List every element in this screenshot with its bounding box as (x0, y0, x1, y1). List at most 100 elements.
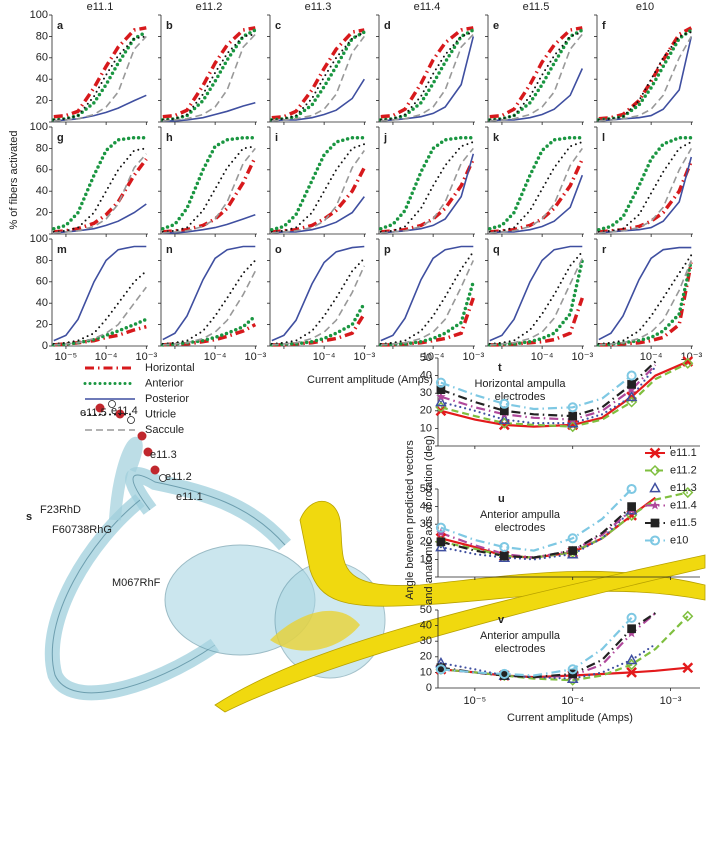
y-tick-label: 20 (36, 95, 48, 107)
y-tick-label: 20 (36, 207, 48, 219)
legend-label: e11.1 (670, 447, 697, 459)
series-line (598, 36, 693, 122)
series-line (598, 260, 693, 346)
marker (499, 398, 510, 409)
series-line (52, 30, 149, 122)
marker (567, 402, 578, 413)
series-line (380, 26, 474, 119)
column-title: e10 (636, 1, 654, 13)
canal-outline (132, 474, 286, 546)
series-line (271, 265, 366, 346)
series-line (598, 148, 692, 234)
column-title: e11.2 (196, 1, 223, 13)
column-title: e11.1 (87, 1, 114, 13)
series-line (380, 147, 474, 234)
series-line (162, 270, 257, 346)
electrode-label: e11.3 (150, 449, 177, 461)
y-tick-label: 50 (420, 352, 432, 364)
x-tick-label: 10⁻⁴ (204, 351, 227, 363)
series-line (380, 245, 474, 342)
x-tick-label: 10⁻³ (660, 695, 682, 707)
series-line (598, 160, 693, 234)
marker (568, 411, 578, 421)
marker (567, 664, 578, 675)
series-line (598, 262, 694, 347)
panel-label: p (384, 244, 391, 256)
series-line (271, 78, 365, 122)
electrodes (95, 403, 160, 475)
series-line (162, 147, 256, 234)
y-tick-label: 50 (420, 604, 432, 616)
y-tick-label: 10 (420, 422, 432, 434)
series-line (597, 254, 693, 345)
legend-marker (650, 500, 660, 510)
series-line (53, 245, 147, 342)
panel-label: k (493, 132, 500, 144)
x-tick-label: 10⁻⁵ (55, 351, 78, 363)
electrode-label: e11.4 (111, 405, 138, 417)
series-line (439, 365, 657, 425)
series-line (439, 509, 633, 561)
marker (435, 395, 447, 407)
panel-label: g (57, 132, 64, 144)
panel-label: v (498, 614, 505, 626)
series-line (271, 150, 365, 234)
electrode (143, 447, 153, 457)
series-line (488, 31, 584, 121)
electrode-label: e11.5 (80, 407, 107, 419)
series-line (379, 28, 476, 122)
y-tick-label: 80 (36, 142, 48, 154)
series-line (270, 31, 366, 121)
series-line (162, 245, 256, 341)
x-tick-label: 10⁻⁴ (422, 351, 445, 363)
y-tick-label: 60 (36, 52, 48, 64)
legend-label: e11.4 (670, 499, 697, 511)
series-line (489, 245, 583, 342)
series-line (597, 135, 694, 232)
y-tick-label: 40 (36, 73, 48, 85)
series-line (52, 35, 148, 121)
electrode (95, 403, 105, 413)
marker (567, 533, 578, 544)
marker (498, 413, 511, 424)
panel-label: u (498, 493, 505, 505)
panel-label: b (166, 20, 173, 32)
x-tick-label: 10⁻⁴ (95, 351, 118, 363)
series-line (52, 135, 149, 231)
panel-title: electrodes (495, 643, 546, 655)
series-line (53, 203, 147, 234)
series-line (271, 166, 366, 234)
series-line (597, 141, 693, 233)
x-tick-label: 10⁻⁵ (464, 695, 487, 707)
marker (435, 522, 446, 533)
electrode (150, 465, 160, 475)
series-line (162, 213, 256, 234)
x-tick-label: 10⁻⁴ (640, 351, 663, 363)
legend-label: Anterior (145, 377, 184, 389)
panel-label: s (26, 511, 32, 523)
marker (682, 357, 694, 369)
y-tick-label: 30 (420, 387, 432, 399)
y-tick-label: 100 (30, 233, 48, 245)
marker (627, 624, 636, 634)
series-line (440, 617, 633, 677)
panel-label: a (57, 20, 64, 32)
series-line (380, 36, 475, 122)
series-line (52, 147, 148, 233)
series-line (271, 28, 365, 120)
column-title: e11.3 (305, 1, 332, 13)
series-line (598, 156, 693, 234)
series-line (271, 35, 365, 122)
legend-label: e11.5 (670, 517, 697, 529)
series-line (53, 35, 147, 122)
x-tick-label: 10⁻³ (353, 351, 375, 363)
series-line (440, 505, 633, 559)
series-line (598, 246, 692, 341)
panel-label: n (166, 244, 173, 256)
y-tick-label: 40 (420, 501, 432, 513)
y-tick-label: 60 (36, 276, 48, 288)
y-tick-label: 20 (420, 651, 432, 663)
marker (626, 370, 637, 381)
y-tick-label: 0 (42, 340, 48, 352)
